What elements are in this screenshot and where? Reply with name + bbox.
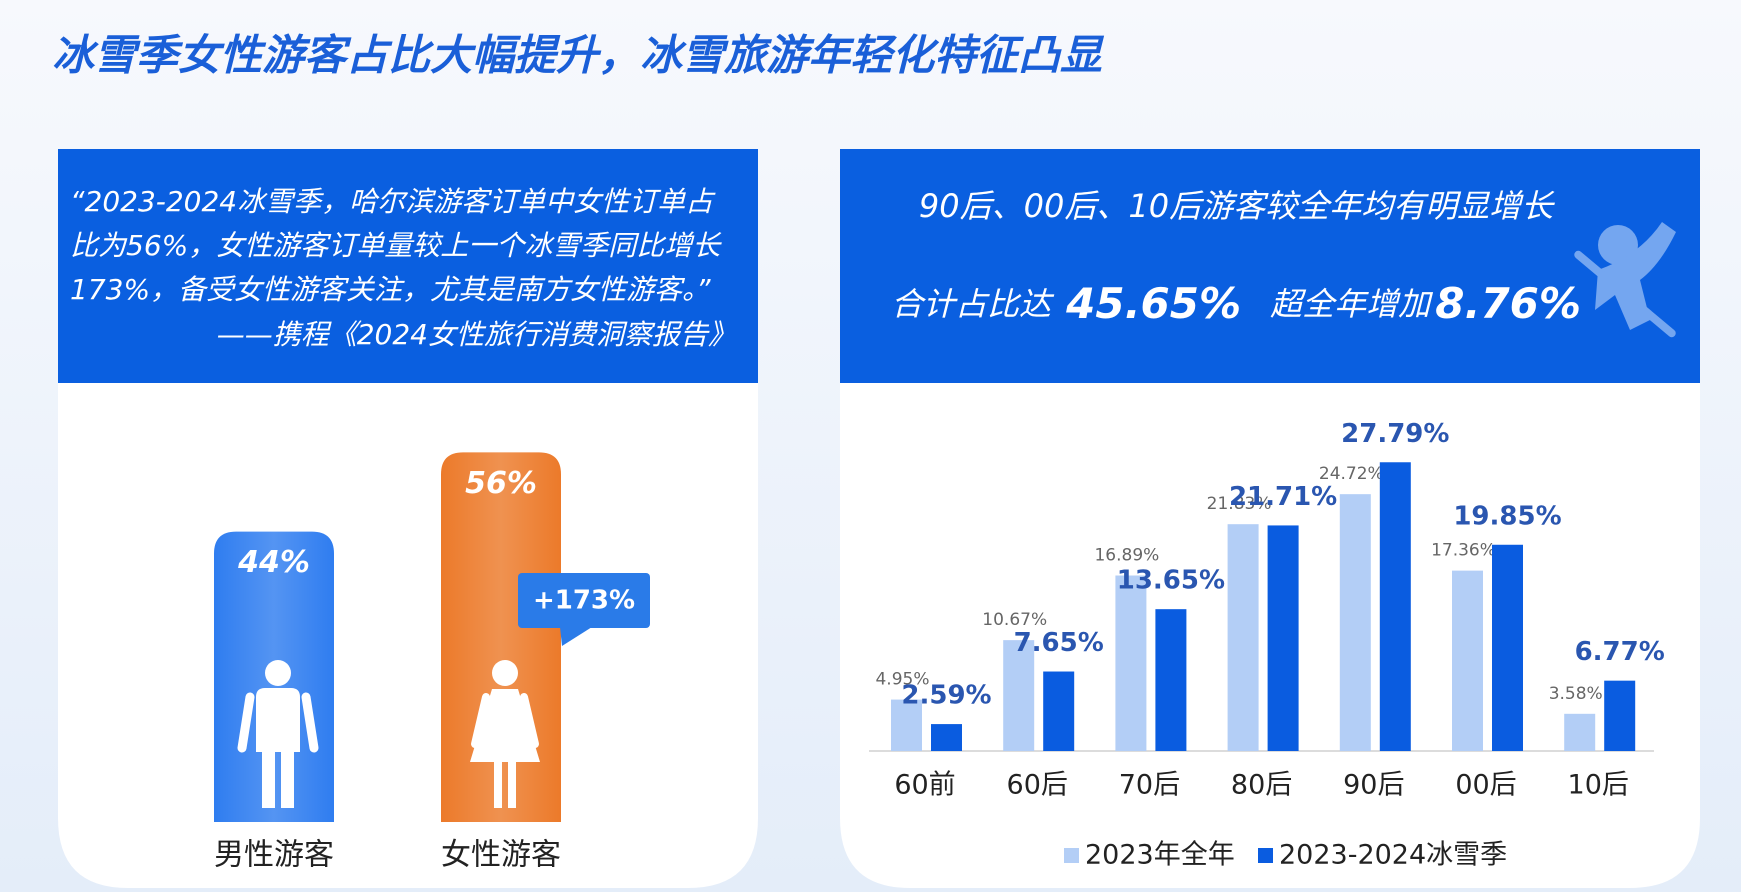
x-tick-label: 70后 xyxy=(1119,770,1180,801)
headline-increase: 8.76% xyxy=(1435,279,1581,328)
quote-line: “2023-2024冰雪季，哈尔滨游客订单中女性订单占 xyxy=(70,185,716,218)
headline-middle: 超全年增加 xyxy=(1270,285,1433,323)
male-icon-body xyxy=(256,688,300,808)
bar xyxy=(1339,494,1371,751)
slide-title: 冰雪季女性游客占比大幅提升，冰雪旅游年轻化特征凸显 xyxy=(52,31,1105,80)
bar xyxy=(1003,640,1035,751)
category-label: 男性游客 xyxy=(214,838,334,873)
callout-box xyxy=(518,573,650,628)
male-icon-head xyxy=(265,660,291,686)
x-tick-label: 90后 xyxy=(1343,770,1404,801)
callout-tail xyxy=(560,627,592,646)
bar xyxy=(1492,544,1523,751)
female-icon-head xyxy=(492,660,518,686)
quote-line: 比为56%，女性游客订单量较上一个冰雪季同比增长 xyxy=(70,229,722,262)
headline-prefix: 合计占比达 xyxy=(891,285,1055,323)
person-icons xyxy=(237,660,540,808)
headline-summary: 合计占比达 45.65% 超全年增加 8.76% xyxy=(891,279,1581,328)
value-label: 44% xyxy=(237,545,310,580)
value-label: 27.79% xyxy=(1341,419,1449,449)
male-icon-arm xyxy=(237,692,255,753)
value-label: 17.36% xyxy=(1431,541,1496,561)
value-label: 24.72% xyxy=(1319,464,1384,484)
value-label: 2.59% xyxy=(901,681,991,711)
headline-total: 45.65% xyxy=(1065,279,1241,328)
value-label: 13.65% xyxy=(1117,566,1225,596)
x-tick-label: 60前 xyxy=(894,770,955,801)
bar xyxy=(1155,609,1187,751)
snowboarder-icon xyxy=(1574,222,1676,338)
value-label: 56% xyxy=(465,466,537,501)
quote-source: ——携程《2024女性旅行消费洞察报告》 xyxy=(217,318,736,351)
bar xyxy=(1043,671,1075,751)
bar xyxy=(1604,680,1636,751)
value-label: 21.71% xyxy=(1229,482,1337,512)
bar xyxy=(1115,575,1147,751)
x-tick-label: 80后 xyxy=(1231,770,1292,801)
female-icon-leg xyxy=(494,760,502,808)
bar xyxy=(891,699,922,751)
quote-header xyxy=(58,149,758,383)
female-icon-leg xyxy=(508,760,516,808)
value-label: 7.65% xyxy=(1014,628,1104,658)
x-tick-label: 60后 xyxy=(1007,770,1068,801)
x-tick-label: 10后 xyxy=(1568,770,1629,801)
headline-line: 90后、00后、10后游客较全年均有明显增长 xyxy=(919,187,1555,225)
x-tick-label: 00后 xyxy=(1455,770,1516,801)
bar xyxy=(1452,570,1483,751)
value-label: 10.67% xyxy=(982,610,1047,630)
legend-label: 2023年全年 xyxy=(1085,840,1235,871)
bar xyxy=(1227,524,1259,751)
legend-label: 2023-2024冰雪季 xyxy=(1279,840,1507,871)
female-icon-arm xyxy=(520,693,539,748)
male-icon-arm xyxy=(301,692,319,753)
legend-swatch xyxy=(1258,848,1273,863)
legend-swatch xyxy=(1064,848,1079,863)
annotation: +173% xyxy=(533,586,635,616)
value-label: 16.89% xyxy=(1094,546,1159,566)
headline-header xyxy=(840,149,1700,383)
value-label: 21.83% xyxy=(1207,494,1272,514)
bar xyxy=(1379,462,1411,751)
bar xyxy=(1267,525,1299,751)
category-label: 女性游客 xyxy=(441,838,561,873)
bar xyxy=(931,724,962,751)
value-label: 6.77% xyxy=(1575,637,1665,667)
value-label: 4.95% xyxy=(875,670,929,690)
value-label: 3.58% xyxy=(1549,684,1603,704)
quote-line: 173%，备受女性游客关注，尤其是南方女性游客。” xyxy=(70,273,711,306)
bar xyxy=(1564,713,1596,751)
female-icon-arm xyxy=(471,693,490,748)
value-label: 19.85% xyxy=(1453,501,1561,531)
